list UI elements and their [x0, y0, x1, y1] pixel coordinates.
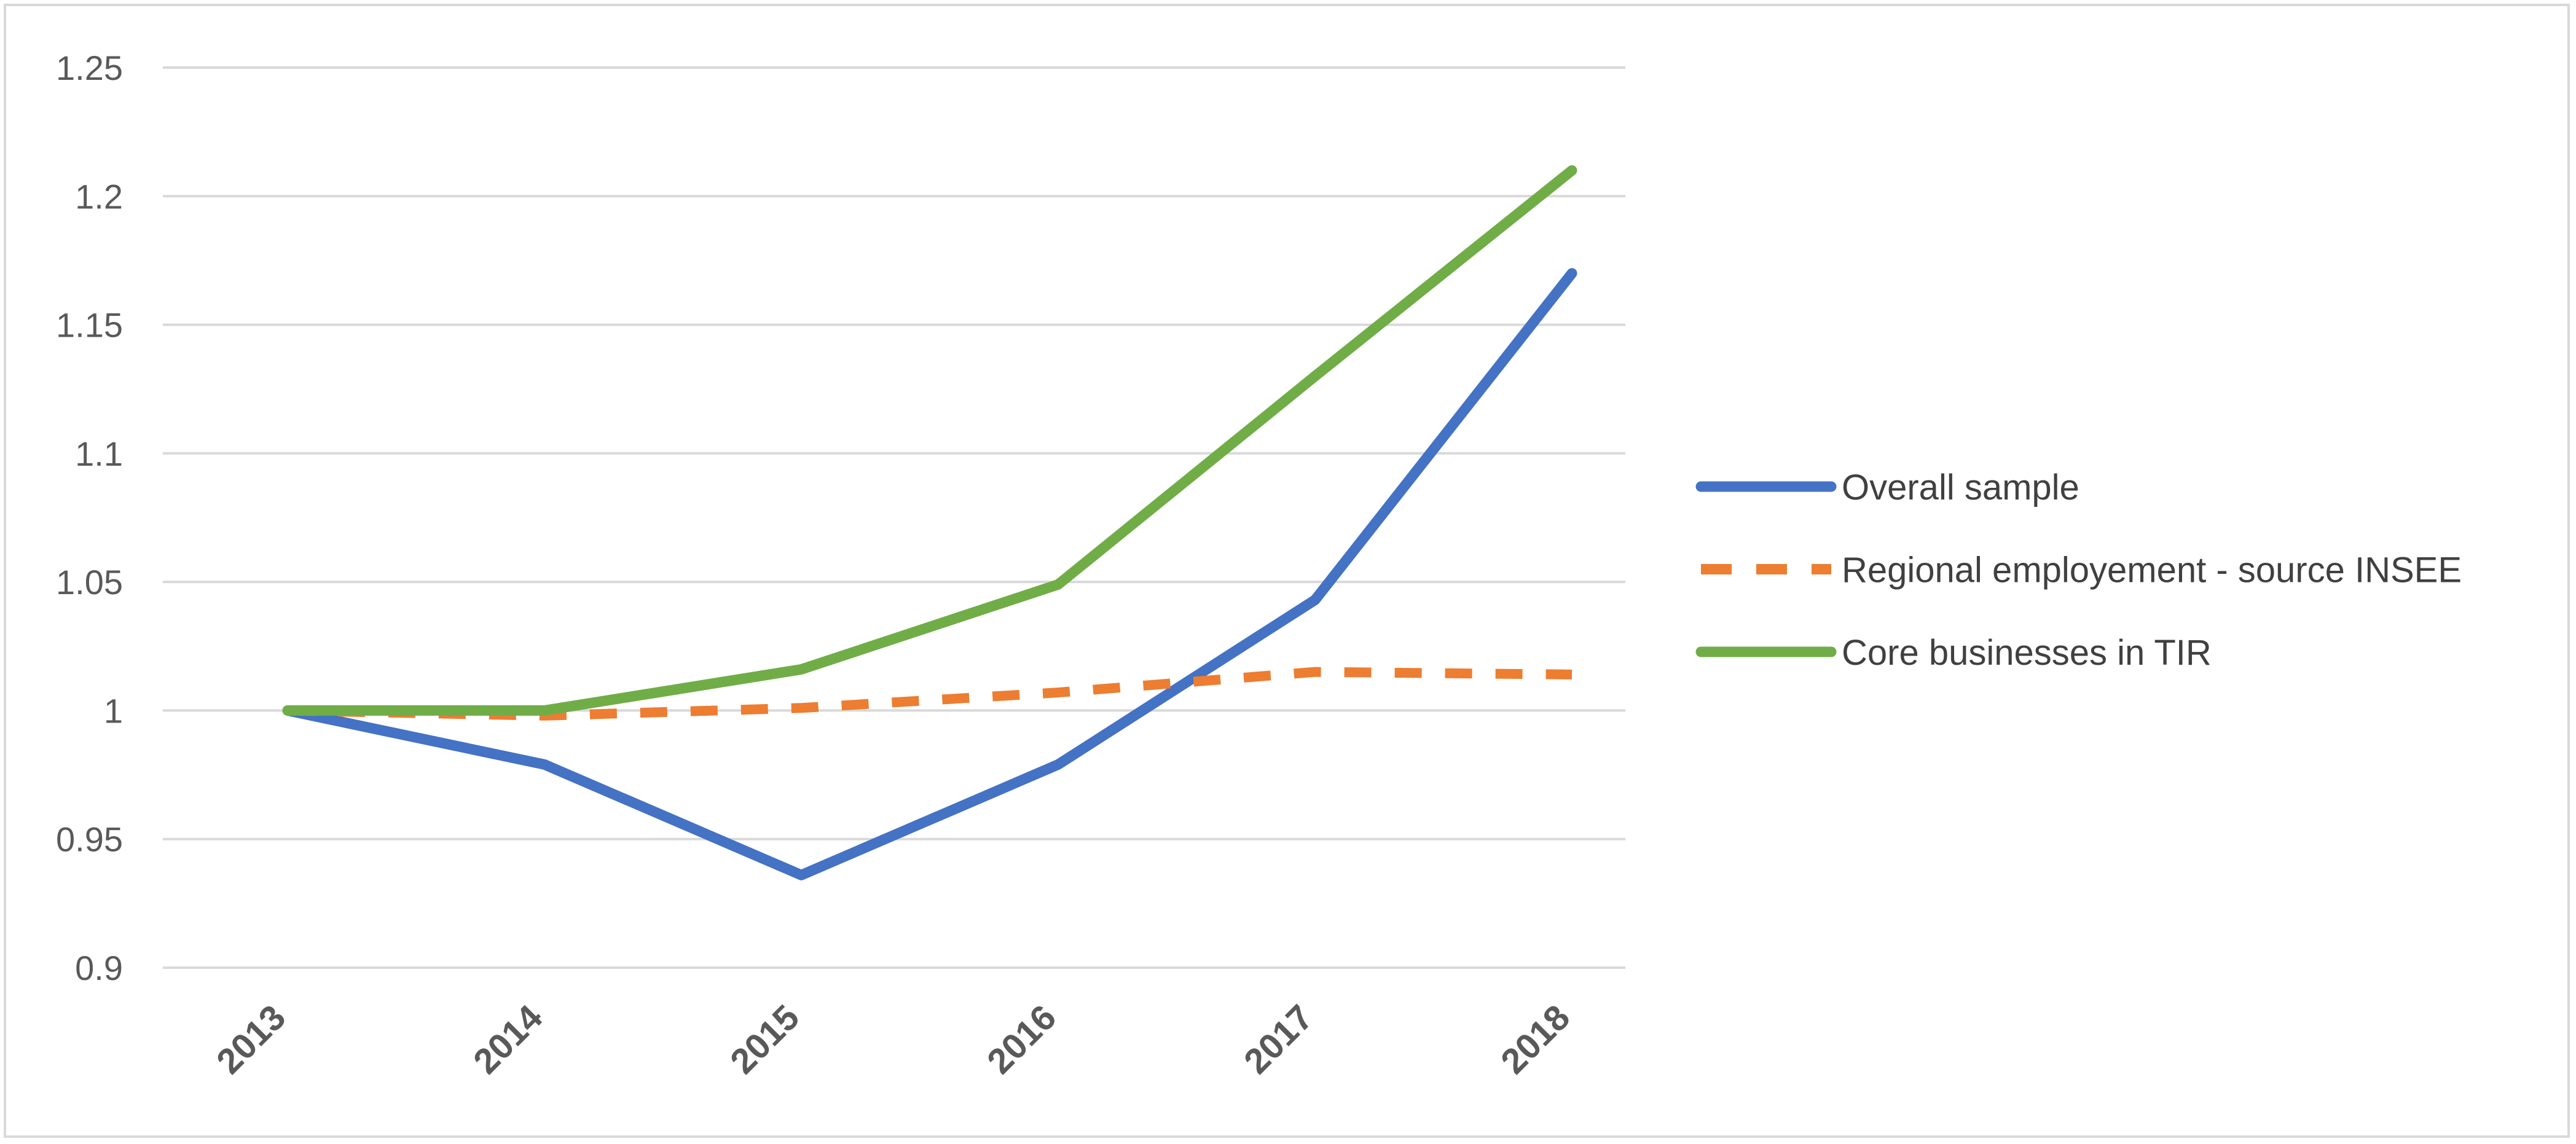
- legend-label-1: Overall sample: [1842, 468, 2079, 507]
- series-line-1: [282, 268, 1577, 880]
- x-tick-label: 2017: [1236, 997, 1321, 1081]
- x-tick-label: 2018: [1493, 997, 1577, 1081]
- y-tick-label: 1.05: [56, 563, 123, 601]
- y-axis-tick-labels: 0.9 0.95 1 1.05 1.1 1.15 1.2 1.25: [56, 49, 123, 987]
- x-axis-tick-labels: 2013 2014 2015 2016 2017 2018: [209, 997, 1577, 1081]
- series-line-3: [282, 165, 1577, 716]
- x-tick-label: 2013: [209, 997, 293, 1081]
- chart-frame: [4, 4, 2570, 1138]
- y-tick-label: 1.1: [75, 434, 123, 473]
- x-tick-label: 2015: [723, 997, 807, 1081]
- legend-label-3: Core businesses in TIR: [1842, 633, 2212, 673]
- y-tick-label: 1.2: [75, 177, 123, 216]
- x-tick-label: 2016: [980, 997, 1064, 1081]
- y-tick-label: 1.25: [56, 49, 123, 87]
- y-tick-label: 0.9: [75, 949, 123, 987]
- y-tick-label: 1: [104, 691, 123, 730]
- y-tick-label: 1.15: [56, 306, 123, 345]
- y-tick-label: 0.95: [56, 820, 123, 859]
- legend-label-2: Regional employement - source INSEE: [1842, 550, 2462, 590]
- x-tick-label: 2014: [466, 997, 550, 1081]
- legend: Overall sample Regional employement - sou…: [1695, 468, 2462, 673]
- series-lines: [282, 165, 1577, 880]
